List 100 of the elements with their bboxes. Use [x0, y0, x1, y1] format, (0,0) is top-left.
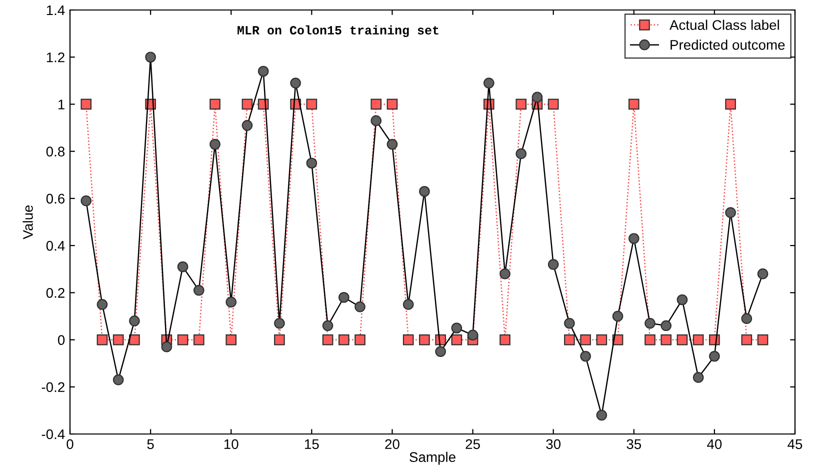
point [386, 138, 398, 150]
point [386, 98, 398, 110]
point [564, 334, 575, 346]
text: MLR on Colon15 training set [238, 25, 438, 38]
x-tick-label: 20 [385, 439, 400, 450]
y-tick-label: 1 [58, 100, 64, 110]
point [564, 318, 575, 329]
point [725, 98, 736, 110]
y-tick-label: 0.2 [46, 288, 64, 298]
point [370, 115, 382, 126]
point [226, 334, 237, 346]
point [500, 334, 510, 346]
point [402, 299, 414, 310]
point [644, 334, 656, 346]
point [129, 334, 140, 346]
point [451, 322, 462, 334]
point [370, 98, 382, 110]
x-tick-label: 5 [147, 439, 154, 450]
y-tick-label: 0.8 [46, 146, 65, 157]
point [338, 292, 350, 303]
point [500, 268, 510, 280]
point [709, 350, 720, 362]
x-tick-label: 45 [788, 439, 802, 450]
point [354, 334, 366, 346]
point [193, 284, 204, 296]
x-tick-label: 10 [224, 439, 238, 450]
point [612, 310, 624, 322]
point [725, 207, 736, 218]
point [322, 334, 334, 346]
point [628, 98, 640, 110]
point [354, 301, 366, 312]
point [548, 98, 559, 110]
point [210, 138, 220, 150]
point [516, 148, 527, 160]
point [193, 334, 204, 346]
point [419, 186, 430, 197]
y-tick-label: -0.4 [42, 429, 65, 440]
point [580, 350, 591, 362]
point [676, 294, 688, 306]
point [451, 334, 462, 346]
point [628, 233, 640, 244]
point [112, 374, 124, 386]
point [80, 98, 92, 110]
point [306, 158, 318, 169]
point [177, 261, 188, 272]
x-axis-title: Sample [410, 452, 456, 465]
point [741, 334, 752, 346]
x-tick-label: 0 [66, 439, 74, 450]
point [338, 334, 350, 346]
point [96, 334, 108, 346]
point [692, 372, 704, 383]
point [242, 120, 253, 131]
x-tick-label: 15 [305, 439, 319, 450]
point [483, 78, 494, 88]
x-tick-label: 35 [626, 439, 642, 450]
y-tick-label: 1.2 [46, 52, 64, 62]
point [660, 334, 672, 346]
point [596, 410, 608, 421]
y-axis-title: Value [22, 205, 33, 240]
point [129, 316, 140, 326]
point [258, 66, 269, 77]
point [757, 334, 768, 346]
y-tick-label: 0.6 [46, 194, 65, 204]
legend-label: Actual Class label [670, 20, 779, 30]
point [161, 341, 172, 352]
point [80, 195, 92, 206]
x-tick-label: 30 [546, 439, 561, 450]
point [757, 268, 768, 280]
legend-label: Predicted outcome [670, 40, 785, 50]
y-tick-label: 0 [58, 335, 65, 345]
point [692, 334, 704, 346]
y-tick-label: -0.2 [42, 382, 64, 392]
x-tick-label: 25 [466, 439, 480, 450]
point [596, 334, 608, 346]
y-tick-label: 1.4 [46, 5, 65, 16]
point [226, 296, 237, 308]
point [306, 98, 318, 110]
point [96, 299, 108, 310]
point [274, 318, 285, 329]
point [210, 98, 220, 110]
point [516, 98, 527, 110]
point [290, 78, 301, 88]
y-tick-label: 0.4 [46, 240, 65, 251]
x-tick-label: 40 [707, 439, 722, 450]
point [548, 258, 559, 270]
point [402, 334, 414, 346]
point [676, 334, 688, 346]
point [660, 320, 672, 332]
point [644, 318, 656, 329]
point [532, 92, 543, 103]
point [145, 52, 156, 63]
point [242, 98, 253, 110]
point [112, 334, 124, 346]
point [419, 334, 430, 346]
point [435, 346, 446, 357]
point [177, 334, 188, 346]
point [741, 313, 752, 324]
point [467, 330, 478, 340]
point [274, 334, 285, 346]
point [322, 320, 334, 332]
